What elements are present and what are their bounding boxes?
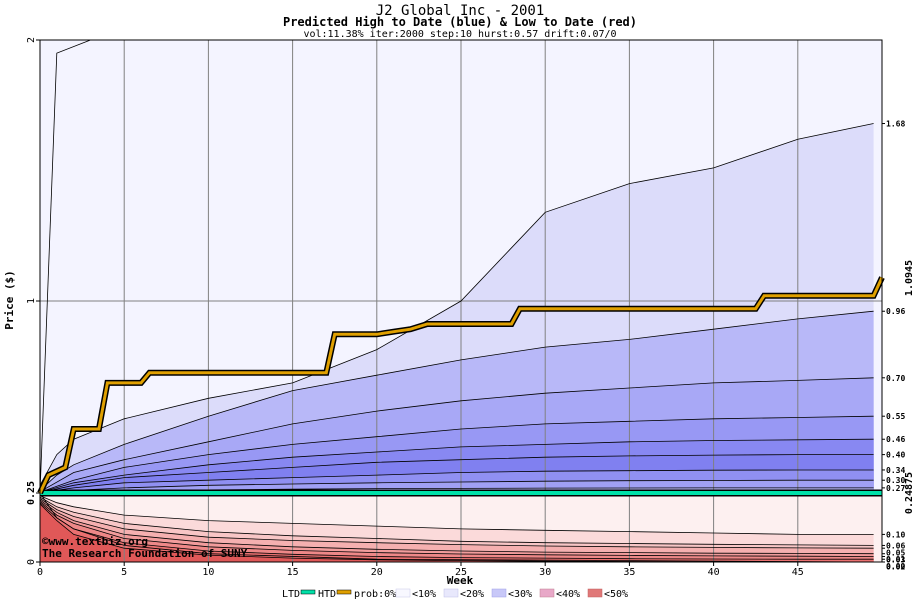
x-tick-label-5: 5	[121, 567, 127, 578]
chart-subtitle: Predicted High to Date (blue) & Low to D…	[283, 15, 637, 29]
right-label-0.10: 0.10	[886, 530, 905, 539]
legend-swatch-3	[539, 588, 555, 598]
legend-swatch-0	[395, 588, 411, 598]
x-tick-label-20: 20	[371, 567, 383, 578]
legend-ltd-swatch	[300, 589, 316, 595]
y-tick-label-0.25: 0.25	[26, 481, 37, 505]
legend-item-label-3: <40%	[556, 589, 580, 600]
upper-band-line-0.46	[39, 438, 874, 493]
x-tick-label-15: 15	[287, 567, 299, 578]
legend-prob-label: prob:0%	[354, 589, 396, 600]
lower-band-fill-0.00	[40, 504, 874, 562]
lower-band-line-0.02	[39, 500, 874, 557]
right-label-0.55: 0.55	[886, 412, 905, 421]
upper-band-line-0.34	[39, 469, 874, 494]
lower-band-line-0.06	[39, 496, 874, 546]
right-label-0.27: 0.27	[886, 484, 905, 493]
x-tick-label-10: 10	[202, 567, 214, 578]
x-tick-label-30: 30	[539, 567, 551, 578]
right-label-0.05: 0.05	[886, 548, 905, 557]
ltd-last-label: 0.24875	[904, 472, 915, 514]
watermark-line2: The Research Foundation of SUNY	[42, 547, 248, 560]
x-tick-label-40: 40	[708, 567, 720, 578]
legend-swatch-4	[587, 588, 603, 598]
right-label-0.03: 0.03	[886, 555, 905, 564]
max-envelope-line	[39, 39, 91, 494]
watermark-line1: ©www.textbiz.org	[42, 535, 148, 548]
x-axis-ticks: 0 5 10 15 20 25 30 35 40 45	[37, 562, 804, 578]
legend-item-label-1: <20%	[460, 589, 484, 600]
right-label-0.46: 0.46	[886, 435, 905, 444]
legend-ltd-label: LTD	[282, 589, 300, 600]
right-label-0.06: 0.06	[886, 541, 905, 550]
legend-item-label-0: <10%	[412, 589, 436, 600]
right-label-0.34: 0.34	[886, 466, 905, 475]
htd-last-label: 1.0945	[904, 260, 915, 296]
legend-item-label-4: <50%	[604, 589, 628, 600]
upper-band-line-0.40	[39, 454, 874, 494]
right-label-0.70: 0.70	[886, 374, 905, 383]
legend-swatch-1	[443, 588, 459, 598]
chart-params: vol:11.38% iter:2000 step:10 hurst:0.57 …	[303, 29, 616, 40]
upper-band-line-0.30	[39, 479, 874, 494]
right-label-0.96: 0.96	[886, 307, 905, 316]
series-lines	[37, 39, 885, 563]
min-envelope-line	[39, 492, 874, 563]
upper-band-line-0.55	[39, 415, 874, 493]
x-tick-label-0: 0	[37, 567, 43, 578]
y-axis-ticks: 0 0.25 1 2	[26, 37, 40, 565]
x-tick-label-45: 45	[792, 567, 804, 578]
chart-title: J2 Global Inc - 2001	[376, 3, 545, 19]
x-tick-label-35: 35	[623, 567, 635, 578]
lower-band-line-0.05	[39, 498, 874, 549]
legend-swatch-2	[491, 588, 507, 598]
upper-band-line-0.96	[39, 310, 874, 491]
y-tick-label-0: 0	[26, 559, 37, 565]
legend-items: <10% <20% <30% <40% <50%	[395, 588, 628, 600]
upper-band-line-0.70	[39, 377, 874, 493]
lower-band-line-0.00	[39, 503, 874, 563]
right-label-0.40: 0.40	[886, 451, 905, 460]
x-tick-label-25: 25	[455, 567, 467, 578]
legend: LTD HTD prob:0% <10% <20% <30% <40% <50%	[282, 588, 628, 600]
legend-item-label-2: <30%	[508, 589, 532, 600]
htd-line	[38, 276, 884, 494]
lower-band-line-0.10	[39, 495, 874, 535]
lower-band-line-0.03	[39, 499, 874, 555]
right-label-1.68: 1.68	[886, 120, 905, 129]
x-axis-label: Week	[447, 574, 474, 587]
right-label-0.02: 0.02	[886, 562, 905, 571]
y-tick-label-1: 1	[26, 298, 37, 304]
y-tick-label-2: 2	[26, 37, 37, 43]
legend-htd-swatch	[336, 589, 352, 595]
right-label-0.01: 0.01	[886, 555, 905, 564]
y-axis-label: Price ($)	[3, 270, 16, 330]
lower-band-fill-0.03	[40, 499, 874, 562]
right-label-0.00: 0.00	[886, 562, 905, 571]
right-band-labels: 1.68 0.96 0.70 0.55 0.46 0.40 0.340.300.27 0.10…	[882, 120, 905, 571]
legend-htd-label: HTD	[318, 589, 336, 600]
right-label-0.30: 0.30	[886, 476, 905, 485]
